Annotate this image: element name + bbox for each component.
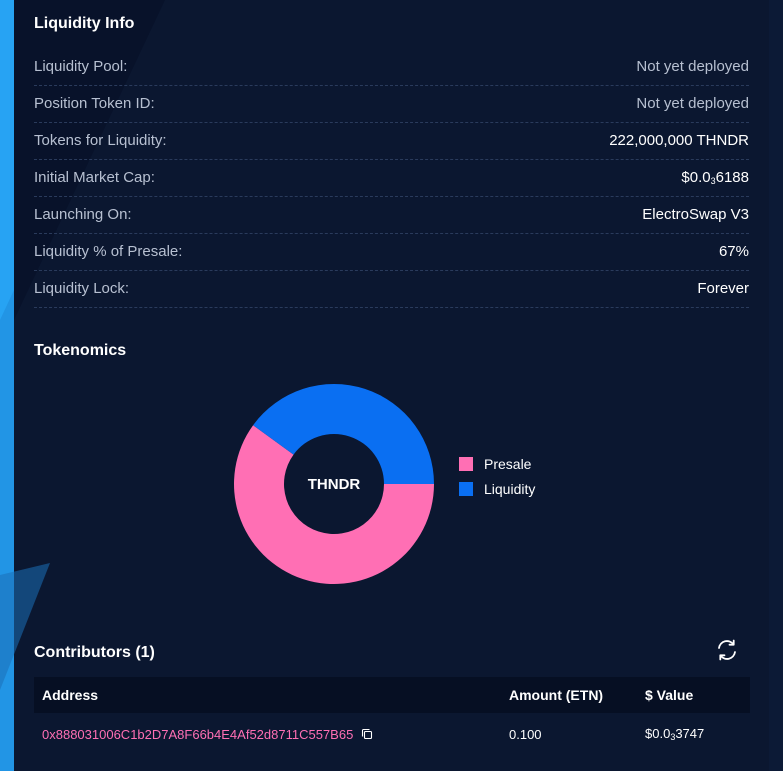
info-label: Position Token ID:	[34, 95, 155, 112]
value-prefix: $0.0	[681, 169, 711, 186]
table-header: Address Amount (ETN) $ Value	[34, 677, 750, 713]
address-cell: 0x888031006C1b2D7A8F66b4E4Af52d8711C557B…	[34, 727, 509, 742]
contributors-title: Contributors (1)	[34, 644, 155, 661]
contributors-table: Address Amount (ETN) $ Value 0x888031006…	[34, 677, 750, 755]
legend-swatch	[459, 481, 473, 496]
liquidity-info-title: Liquidity Info	[34, 15, 135, 32]
info-value: Not yet deployed	[636, 95, 749, 112]
info-value: ElectroSwap V3	[642, 206, 749, 223]
value-cell: $0.033747	[645, 726, 750, 742]
value-suffix: 3747	[675, 726, 705, 741]
info-value: 67%	[718, 243, 749, 260]
info-label: Liquidity Pool:	[34, 58, 128, 75]
legend-item-presale[interactable]: Presale	[459, 451, 535, 476]
legend-label: Liquidity	[484, 480, 536, 497]
legend-label: Presale	[484, 455, 532, 472]
value-suffix: 6188	[715, 169, 749, 186]
table-row: 0x888031006C1b2D7A8F66b4E4Af52d8711C557B…	[34, 713, 750, 755]
info-label: Liquidity Lock:	[34, 280, 130, 297]
info-label: Liquidity % of Presale:	[34, 243, 183, 260]
tokenomics-title: Tokenomics	[34, 342, 127, 359]
info-row-tokens-for-liquidity: Tokens for Liquidity: 222,000,000 THNDR	[34, 122, 749, 160]
refresh-icon[interactable]	[715, 638, 739, 662]
chart-legend: Presale Liquidity	[459, 451, 535, 501]
legend-swatch	[459, 456, 473, 471]
info-value: 222,000,000 THNDR	[609, 132, 749, 149]
info-label: Tokens for Liquidity:	[34, 132, 167, 149]
legend-item-liquidity[interactable]: Liquidity	[459, 476, 535, 501]
info-value: $0.036188	[681, 169, 749, 186]
info-label: Initial Market Cap:	[34, 169, 155, 186]
info-row-initial-market-cap: Initial Market Cap: $0.036188	[34, 159, 749, 197]
info-row-launching-on: Launching On: ElectroSwap V3	[34, 196, 749, 234]
info-row-liquidity-lock: Liquidity Lock: Forever	[34, 270, 749, 308]
column-header-address: Address	[42, 687, 99, 703]
presale-details-panel: Liquidity Info Liquidity Pool: Not yet d…	[14, 0, 769, 771]
value-prefix: $0.0	[645, 726, 671, 741]
info-row-liquidity-percent: Liquidity % of Presale: 67%	[34, 233, 749, 271]
info-value: Forever	[697, 280, 749, 297]
tokenomics-donut-chart: THNDR	[233, 384, 434, 584]
value-subscript: 3	[670, 732, 676, 742]
column-header-amount: Amount (ETN)	[509, 687, 604, 703]
donut-slice-liquidity[interactable]	[253, 384, 434, 484]
column-header-value: $ Value	[645, 687, 694, 703]
copy-icon[interactable]	[361, 728, 373, 740]
chart-center-label: THNDR	[308, 476, 361, 493]
contributor-address-link[interactable]: 0x888031006C1b2D7A8F66b4E4Af52d8711C557B…	[42, 726, 354, 742]
amount-cell: 0.100	[509, 726, 542, 742]
info-label: Launching On:	[34, 206, 132, 223]
donut-slice-presale[interactable]	[233, 425, 434, 584]
info-row-liquidity-pool: Liquidity Pool: Not yet deployed	[34, 48, 749, 86]
value-subscript: 3	[710, 176, 716, 186]
info-row-position-token-id: Position Token ID: Not yet deployed	[34, 85, 749, 123]
info-value: Not yet deployed	[636, 58, 749, 75]
